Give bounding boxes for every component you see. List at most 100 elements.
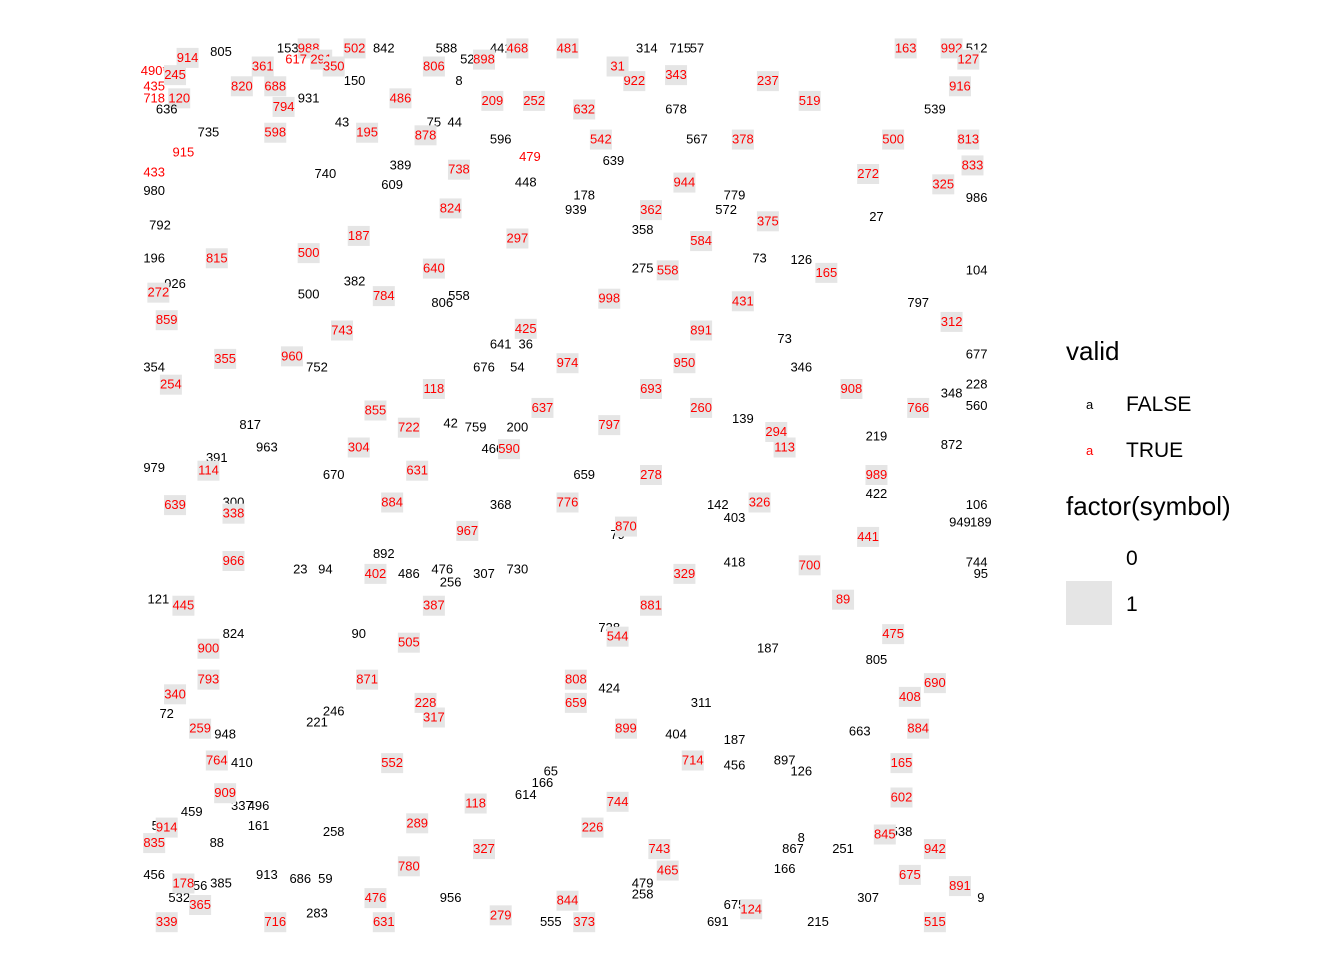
point-label: 246 [323,704,345,719]
point-label: 327 [473,841,495,856]
point-tile [197,460,220,481]
point-label: 326 [749,495,771,510]
point-label: 365 [189,897,211,912]
point-tile [397,632,420,653]
point-tile [857,526,880,547]
point-label: 361 [252,59,274,74]
point-label: 448 [515,175,537,190]
point-label: 163 [895,40,917,55]
point-label: 914 [156,820,178,835]
point-label: 256 [440,575,462,590]
point-label: 716 [264,914,286,929]
point-tile [272,96,295,117]
point-label: 960 [281,348,303,363]
point-tile [439,198,462,219]
point-tile [164,65,187,86]
point-tile [890,787,913,808]
point-tile [168,88,191,109]
point-label: 339 [156,914,178,929]
point-label: 897 [774,753,796,768]
point-label: 258 [632,887,654,902]
point-tile [381,492,404,513]
point-label: 52 [460,52,474,67]
point-label: 884 [381,495,403,510]
point-label: 425 [515,321,537,336]
point-tile [840,379,863,399]
point-label: 337 [231,798,253,813]
point-label: 496 [248,798,270,813]
point-label: 456 [724,758,746,773]
point-label: 979 [143,460,165,475]
point-label: 922 [623,73,645,88]
point-label: 272 [147,285,169,300]
point-label: 486 [390,90,412,105]
point-tile [898,686,921,707]
point-label: 688 [264,78,286,93]
point-label: 500 [882,132,904,147]
point-label: 161 [248,818,270,833]
point-tile [606,626,629,647]
point-label: 552 [381,755,403,770]
point-label: 73 [752,250,766,265]
point-label: 899 [615,721,637,736]
point-tile [155,912,178,933]
point-label: 743 [331,323,353,338]
point-label: 385 [210,876,232,891]
point-tile [598,288,621,309]
point-label: 139 [732,411,754,426]
point-label: 124 [740,901,762,916]
point-tile [665,65,688,86]
point-label: 805 [866,652,888,667]
point-label: 118 [465,796,486,811]
point-tile [648,839,671,860]
point-label: 519 [799,93,821,108]
point-label: 466 [481,441,503,456]
point-tile [564,692,587,713]
point-tile [356,122,379,143]
point-label: 797 [598,417,620,432]
point-label: 178 [573,188,595,203]
point-tile [673,172,696,193]
point-label: 479 [519,149,541,164]
point-label: 805 [210,44,232,59]
point-label: 375 [757,213,779,228]
point-label: 855 [365,403,387,418]
point-tile [447,159,470,180]
point-label: 693 [640,381,662,396]
point-label: 54 [510,360,524,375]
point-label: 465 [657,863,679,878]
point-label: 913 [256,867,278,882]
point-label: 500 [298,245,320,260]
point-label: 892 [373,546,395,561]
point-label: 572 [715,202,737,217]
point-label: 631 [406,463,428,478]
point-tile [222,551,245,571]
point-label: 209 [481,93,503,108]
point-label: 120 [168,90,190,105]
point-label: 505 [398,635,420,650]
point-label: 558 [657,262,679,277]
point-label: 106 [966,497,988,512]
point-label: 820 [231,78,253,93]
point-label: 346 [790,360,812,375]
point-label: 43 [335,114,349,129]
point-label: 8 [455,73,462,88]
legend: valid a FALSE a TRUE factor(symbol) 0 1 [1066,336,1231,625]
point-label: 986 [966,190,988,205]
point-tile [481,90,504,111]
point-label: 558 [448,288,470,303]
point-label: 542 [590,132,612,147]
point-label: 90 [352,626,366,641]
point-label: 42 [443,415,457,430]
legend-key-symbol-0 [1066,535,1112,579]
point-label: 304 [348,439,370,454]
point-label: 56 [193,878,207,893]
point-tile [756,211,779,232]
point-label: 27 [869,209,883,224]
point-label: 307 [857,890,879,905]
point-tile [506,228,529,249]
point-tile [940,38,963,59]
legend-key-symbol-1 [1066,581,1112,625]
point-label: 260 [690,400,712,415]
point-tile [940,311,963,332]
